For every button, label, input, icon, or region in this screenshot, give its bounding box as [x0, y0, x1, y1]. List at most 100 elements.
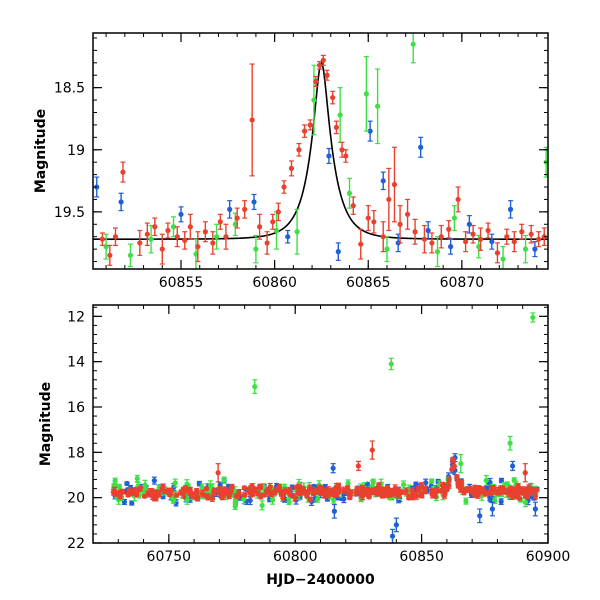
top-red-point [174, 226, 180, 248]
top-red-point [380, 221, 386, 253]
bottom-green-point [172, 478, 178, 488]
top-blue-point-marker [489, 239, 495, 245]
top-red-point [107, 244, 113, 266]
bottom-red-point [332, 486, 338, 492]
bottom-red-point [347, 495, 353, 501]
top-red-point-marker [202, 229, 208, 235]
bottom-red-point-marker [323, 490, 329, 496]
bottom-red-point-marker [149, 489, 155, 495]
top-blue-point-marker [227, 206, 233, 212]
bottom-red-point [117, 489, 123, 497]
top-red-point-marker [485, 227, 491, 234]
top-green-point-marker [410, 41, 416, 47]
bottom-red-point [205, 493, 211, 501]
top-red-point [120, 161, 126, 183]
top-blue-point [178, 206, 184, 223]
bottom-red-point-marker [257, 485, 263, 491]
top-red-point [99, 232, 105, 246]
top-red-point-marker [234, 215, 240, 221]
model-curve [93, 61, 548, 240]
bottom-red-point-marker [454, 474, 460, 480]
top-red-point-marker [463, 239, 469, 245]
bottom-blue-point-marker [196, 481, 202, 487]
top-green-point-marker [337, 112, 343, 118]
bottom-red-point-marker [512, 486, 518, 492]
top-red-point [301, 124, 308, 138]
bottom-red-point-marker [247, 491, 254, 497]
top-red-point [234, 207, 240, 229]
bottom-red-point-marker [403, 488, 409, 494]
top-red-point [275, 202, 281, 222]
bottom-red-point-marker [267, 484, 273, 490]
top-blue-point [425, 221, 431, 240]
bottom-red-point [491, 485, 497, 493]
top-red-point-marker [446, 226, 452, 232]
top-red-point-marker [307, 122, 313, 128]
top-blue-point [227, 200, 233, 219]
bottom-red-point [406, 493, 412, 500]
top-red-point [144, 222, 150, 246]
top-red-point [404, 198, 411, 230]
bottom-blue-point-marker [151, 477, 157, 484]
bottom-red-point [228, 487, 234, 493]
bottom-red-point [155, 492, 161, 498]
bottom-red-point [173, 492, 180, 498]
top-red-point [455, 186, 461, 213]
bottom-red-point [222, 486, 228, 494]
bottom-y-tick-label: 14 [67, 355, 85, 371]
top-red-point [320, 54, 326, 66]
bottom-red-point-marker [318, 490, 324, 497]
bottom-red-point [532, 492, 539, 500]
top-red-point-marker [174, 234, 180, 240]
bottom-y-tick-label: 18 [67, 445, 85, 461]
bottom-red-point [242, 492, 248, 498]
top-red-point-marker [112, 234, 119, 240]
bottom-red-point-marker [415, 486, 421, 492]
top-red-point-marker [528, 231, 534, 237]
bottom-blue-outlier [489, 501, 495, 517]
bottom-x-tick-label: 60850 [399, 549, 444, 565]
top-blue-point-marker [335, 249, 341, 255]
top-red-point [210, 231, 216, 255]
bottom-red-point [466, 486, 472, 494]
bottom-red-point-marker [383, 489, 390, 495]
top-red-point [187, 213, 193, 240]
bottom-blue-point [498, 498, 504, 506]
bottom-red-point [458, 485, 464, 493]
bottom-blue-outlier [477, 508, 483, 524]
bottom-red-point [429, 491, 435, 499]
bottom-red-point [516, 495, 523, 502]
bottom-red-point-marker [358, 488, 365, 494]
top-blue-point [489, 233, 495, 250]
top-red-point [316, 60, 323, 70]
bottom-red-point [178, 490, 184, 496]
top-green-point-marker [346, 190, 353, 196]
bottom-red-point [236, 488, 242, 497]
top-red-point-marker [316, 62, 323, 68]
bottom-blue-point-marker [124, 480, 130, 487]
bottom-y-tick-label: 22 [67, 536, 85, 552]
bottom-red-point-marker [392, 485, 398, 491]
bottom-red-point-marker [347, 489, 354, 495]
top-red-point [470, 224, 476, 244]
top-red-point-marker [99, 236, 105, 242]
top-red-point-marker [324, 72, 330, 78]
top-red-point-marker [504, 234, 510, 240]
top-blue-point-marker [507, 206, 514, 212]
bottom-blue-point-marker [423, 480, 429, 486]
top-green-point [346, 177, 353, 209]
top-green-point-marker [311, 97, 317, 103]
bottom-y-axis-label: Magnitude [38, 382, 54, 466]
bottom-blue-point-marker [129, 500, 135, 506]
top-green-point-marker [363, 91, 369, 97]
top-blue-point-marker [285, 234, 291, 240]
bottom-green-point-marker [232, 499, 238, 505]
bottom-green-point [483, 474, 489, 486]
bottom-red-outlier [450, 456, 456, 462]
top-red-point [350, 196, 356, 215]
bottom-red-point-marker [347, 495, 353, 501]
bottom-blue-outlier-marker [510, 463, 516, 469]
top-red-point-marker [281, 184, 287, 190]
top-green-point-marker [384, 246, 390, 252]
top-x-tick-label: 60870 [440, 275, 485, 291]
